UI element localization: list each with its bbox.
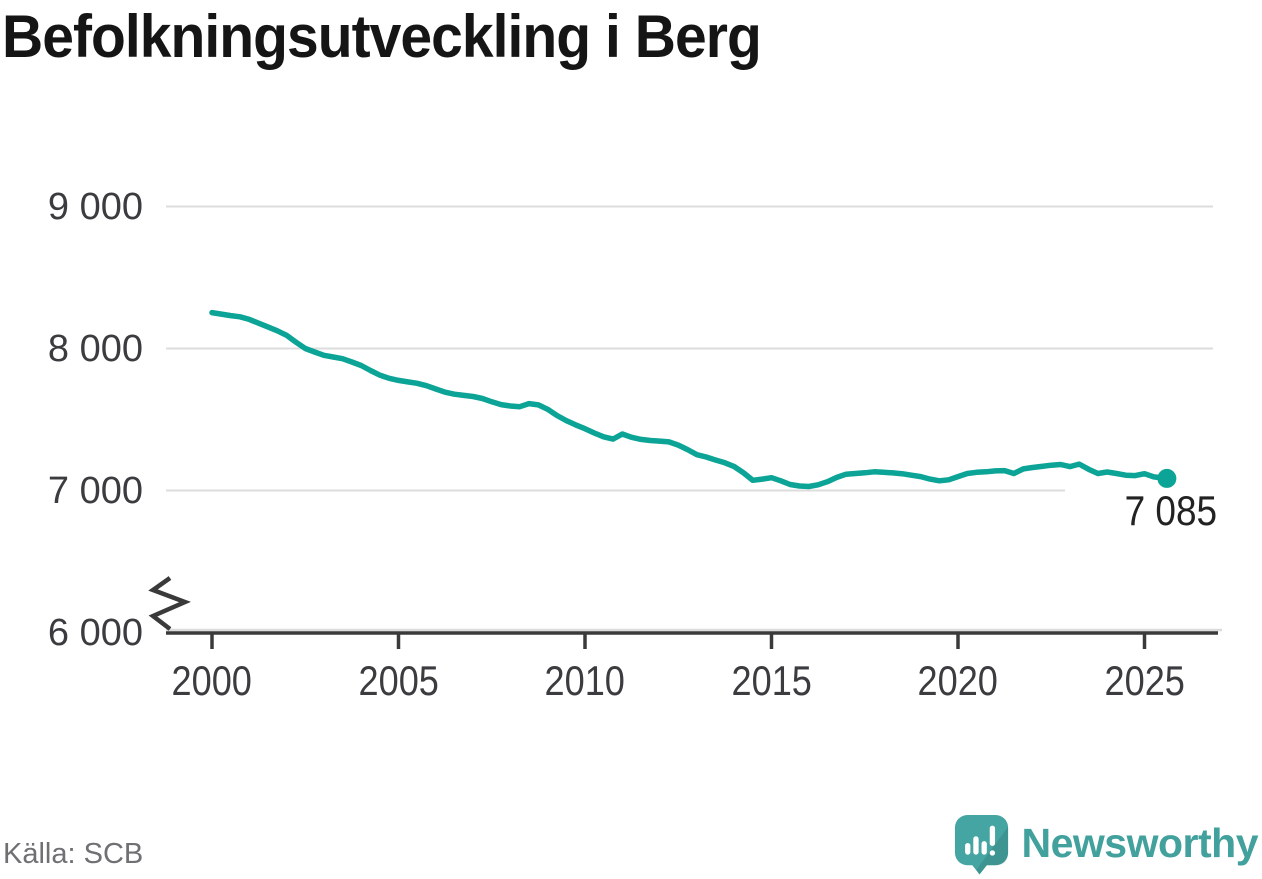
newsworthy-speech-bubble-chart-icon <box>954 815 1008 875</box>
y-tick-label: 7 000 <box>47 469 143 512</box>
x-tick-label: 2010 <box>544 657 626 704</box>
x-tick-label: 2020 <box>917 657 999 704</box>
y-tick-label: 6 000 <box>47 611 143 654</box>
x-tick-label: 2000 <box>171 657 253 704</box>
newsworthy-logo: Newsworthy <box>953 810 1259 876</box>
population-line-series <box>209 309 1170 490</box>
brand-name: Newsworthy <box>1021 820 1259 866</box>
exclamation-dot <box>989 850 995 856</box>
last-point-marker <box>1157 468 1177 488</box>
bar-3 <box>981 841 987 855</box>
axis-break-icon <box>148 576 191 631</box>
y-tick-label: 8 000 <box>47 327 143 370</box>
x-tick-label: 2025 <box>1104 657 1185 704</box>
chart-title: Befolkningsutveckling i Berg <box>2 3 762 70</box>
last-value-label: 7 085 <box>1064 488 1217 535</box>
exclamation-bar <box>989 825 995 846</box>
x-axis-ticks <box>210 634 1147 649</box>
gridlines <box>166 205 1213 492</box>
bar-1 <box>964 843 970 855</box>
source-note: Källa: SCB <box>3 838 144 870</box>
x-tick-label: 2015 <box>731 657 812 704</box>
y-tick-label: 9 000 <box>47 185 143 228</box>
bar-2 <box>972 836 979 855</box>
x-tick-label: 2005 <box>358 657 439 704</box>
